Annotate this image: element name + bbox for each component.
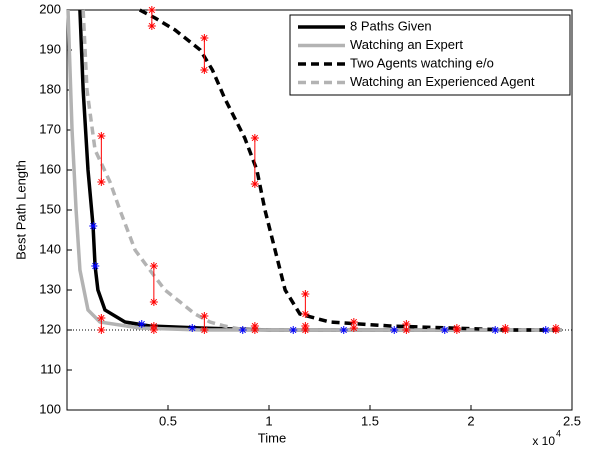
- marker: [541, 326, 550, 334]
- y-tick-label: 160: [39, 161, 61, 176]
- x-tick-label: 1: [265, 413, 272, 428]
- error-bar-high: [200, 34, 209, 42]
- error-bar-high: [349, 318, 358, 326]
- error-bar-high: [250, 322, 259, 330]
- legend-label: Watching an Expert: [350, 37, 463, 52]
- x-multiplier: x 10: [532, 434, 555, 448]
- x-tick-label: 2: [467, 413, 474, 428]
- error-bar-high: [452, 324, 461, 332]
- error-bar-high: [301, 322, 310, 330]
- error-bar-high: [149, 322, 158, 330]
- error-bar-low: [200, 66, 209, 74]
- x-axis-label: Time: [258, 430, 286, 445]
- marker: [188, 324, 197, 332]
- marker: [440, 326, 449, 334]
- error-bar-low: [97, 178, 106, 186]
- legend-label: 8 Paths Given: [350, 18, 432, 33]
- error-bar-low: [97, 326, 106, 334]
- y-tick-label: 190: [39, 41, 61, 56]
- y-tick-label: 120: [39, 321, 61, 336]
- error-bar-low: [402, 326, 411, 334]
- error-bar-low: [149, 298, 158, 306]
- y-axis-label: Best Path Length: [13, 160, 28, 260]
- y-tick-label: 180: [39, 81, 61, 96]
- y-tick-label: 140: [39, 241, 61, 256]
- error-bar-low: [301, 310, 310, 318]
- marker: [289, 326, 298, 334]
- marker: [91, 262, 100, 270]
- y-tick-label: 130: [39, 281, 61, 296]
- error-bar-high: [97, 132, 106, 140]
- y-tick-label: 200: [39, 1, 61, 16]
- legend-label: Watching an Experienced Agent: [350, 74, 535, 89]
- error-bar-high: [250, 134, 259, 142]
- y-tick-label: 150: [39, 201, 61, 216]
- error-bar-low: [250, 180, 259, 188]
- y-tick-label: 110: [40, 361, 61, 376]
- marker: [89, 222, 98, 230]
- series-line: [81, 9, 562, 332]
- x-tick-label: 0.5: [159, 413, 177, 428]
- marker: [390, 326, 399, 334]
- error-bar-high: [97, 314, 106, 322]
- error-bar-high: [402, 320, 411, 328]
- marker: [137, 320, 146, 328]
- error-bar-low: [200, 326, 209, 334]
- series-line: [138, 8, 562, 332]
- error-bar-high: [147, 6, 156, 14]
- series-line: [66, 9, 562, 332]
- error-bar-high: [200, 312, 209, 320]
- y-tick-label: 100: [39, 401, 61, 416]
- error-bar-low: [147, 22, 156, 30]
- marker: [491, 326, 500, 334]
- error-bar-high: [501, 324, 510, 332]
- x-tick-label: 1.5: [361, 413, 379, 428]
- error-bar-high: [301, 290, 310, 298]
- marker: [339, 326, 348, 334]
- x-tick-label: 2.5: [563, 413, 581, 428]
- x-multiplier-exponent: 4: [556, 428, 561, 438]
- legend-label: Two Agents watching e/o: [350, 55, 494, 70]
- error-bar-high: [551, 324, 560, 332]
- marker: [238, 326, 247, 334]
- error-bar-high: [149, 262, 158, 270]
- error-bar-low: [349, 324, 358, 332]
- y-tick-label: 170: [39, 121, 61, 136]
